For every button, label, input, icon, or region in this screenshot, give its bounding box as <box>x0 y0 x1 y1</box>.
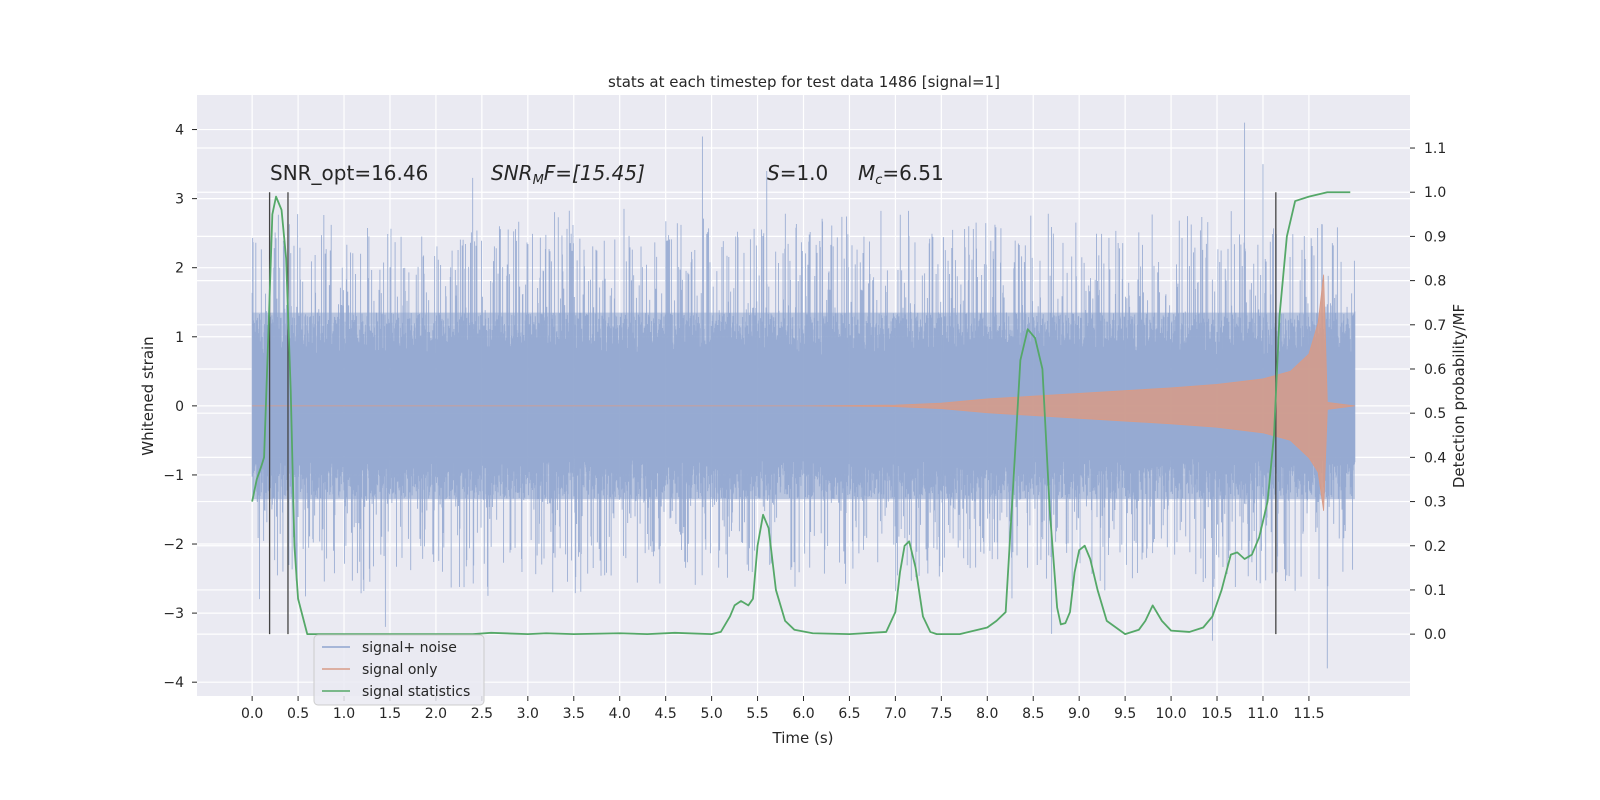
signal-only-series <box>252 274 1355 511</box>
chart-title: stats at each timestep for test data 148… <box>608 73 1000 91</box>
x-tick-label: 5.0 <box>700 706 722 722</box>
snr-mf-annotation: SNRMF=[15.45] <box>491 161 645 188</box>
x-tick-label: 7.0 <box>884 706 906 722</box>
y2-axis-ticks: 1.1 1.0 0.9 0.8 0.7 0.6 0.5 0.4 0.3 0.2 0.1 0.0 <box>1410 141 1446 643</box>
x-tick-label: 9.0 <box>1068 706 1090 722</box>
y-tick-label: 4 <box>175 123 184 139</box>
legend-label-signal-only: signal only <box>362 662 437 678</box>
x-tick-label: 7.5 <box>930 706 952 722</box>
x-tick-label: 10.0 <box>1155 706 1186 722</box>
x-tick-label: 10.5 <box>1201 706 1232 722</box>
x-tick-label: 8.0 <box>976 706 998 722</box>
y2-tick-label: 0.6 <box>1424 362 1446 378</box>
x-tick-label: 1.0 <box>333 706 355 722</box>
annotations: SNR_opt=16.46 SNRMF=[15.45] S=1.0 Mc=6.5… <box>270 161 944 188</box>
y-axis-ticks: 4 3 2 1 0 −1 −2 −3 −4 <box>163 123 197 691</box>
x-tick-label: 8.5 <box>1022 706 1044 722</box>
y2-tick-label: 0.3 <box>1424 495 1446 511</box>
x-tick-label: 0.0 <box>241 706 263 722</box>
x-tick-label: 6.0 <box>792 706 814 722</box>
x-tick-label: 5.5 <box>746 706 768 722</box>
y2-tick-label: 0.1 <box>1424 583 1446 599</box>
y2-tick-label: 0.8 <box>1424 274 1446 290</box>
y-tick-label: −4 <box>163 675 184 691</box>
y-axis-label: Whitened strain <box>139 336 157 455</box>
x-tick-label: 3.0 <box>517 706 539 722</box>
x-axis-ticks: 0.0 0.5 1.0 1.5 2.0 2.5 3.0 3.5 4.0 4.5 5.0 5.5 6.0 6… <box>241 696 1325 722</box>
y2-axis-label: Detection probability/MF <box>1450 304 1468 488</box>
signal-statistics-series <box>251 191 1351 636</box>
y2-tick-label: 0.9 <box>1424 229 1446 245</box>
y2-tick-label: 0.7 <box>1424 318 1446 334</box>
y2-tick-label: 0.2 <box>1424 539 1446 555</box>
legend-label-signal-plus-noise: signal+ noise <box>362 640 457 656</box>
y-tick-label: −2 <box>163 537 184 553</box>
x-tick-label: 3.5 <box>563 706 585 722</box>
y-tick-label: −3 <box>163 606 184 622</box>
x-tick-label: 0.5 <box>287 706 309 722</box>
x-tick-label: 11.0 <box>1247 706 1278 722</box>
x-axis-label: Time (s) <box>772 729 834 747</box>
signal-statistics-line <box>251 191 1351 636</box>
y2-tick-label: 1.1 <box>1424 141 1446 157</box>
y2-tick-label: 1.0 <box>1424 185 1446 201</box>
x-tick-label: 9.5 <box>1114 706 1136 722</box>
signal-only-line <box>252 274 1355 511</box>
x-tick-label: 6.5 <box>838 706 860 722</box>
mc-annotation: Mc=6.51 <box>858 161 944 188</box>
x-tick-label: 4.5 <box>655 706 677 722</box>
y2-tick-label: 0.4 <box>1424 450 1446 466</box>
x-tick-label: 4.0 <box>609 706 631 722</box>
x-tick-label: 11.5 <box>1293 706 1324 722</box>
x-tick-label: 2.5 <box>471 706 493 722</box>
y2-tick-label: 0.5 <box>1424 406 1446 422</box>
s-annotation: S=1.0 <box>767 161 828 185</box>
x-tick-label: 2.0 <box>425 706 447 722</box>
legend: signal+ noise signal only signal statist… <box>313 634 485 706</box>
x-tick-label: 1.5 <box>379 706 401 722</box>
legend-label-signal-statistics: signal statistics <box>362 684 470 700</box>
y-tick-label: 1 <box>175 330 184 346</box>
y2-tick-label: 0.0 <box>1424 627 1446 643</box>
y-tick-label: −1 <box>163 468 184 484</box>
snr-opt-annotation: SNR_opt=16.46 <box>270 161 428 185</box>
y-tick-label: 0 <box>175 399 184 415</box>
y-tick-label: 3 <box>175 192 184 208</box>
y-tick-label: 2 <box>175 261 184 277</box>
legend-box <box>313 634 485 706</box>
